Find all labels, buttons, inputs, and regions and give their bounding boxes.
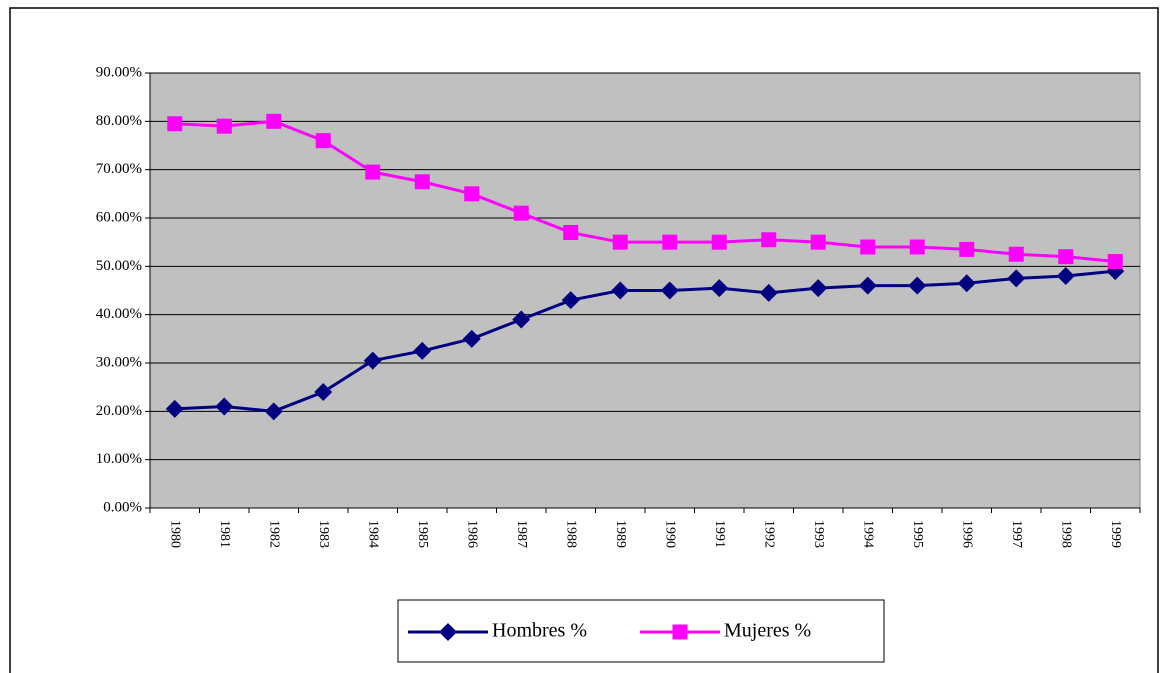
x-tick-label: 1993 — [811, 520, 826, 548]
data-point — [264, 402, 283, 421]
data-point — [909, 239, 925, 255]
data-point — [1058, 249, 1074, 265]
data-point — [365, 164, 381, 180]
x-tick-label: 1998 — [1059, 520, 1074, 548]
x-tick-label: 1996 — [960, 520, 975, 548]
data-point — [215, 397, 234, 416]
y-tick-label: 80.00% — [96, 113, 142, 129]
data-point — [1107, 254, 1123, 269]
data-point — [315, 133, 331, 149]
data-point — [513, 205, 529, 221]
data-point — [810, 234, 826, 250]
x-tick-label: 1984 — [366, 520, 381, 548]
x-tick-label: 1990 — [663, 520, 678, 548]
x-tick-label: 1995 — [910, 520, 925, 548]
data-point — [563, 225, 579, 240]
y-tick-label: 40.00% — [96, 306, 142, 322]
data-point — [1056, 267, 1075, 285]
x-tick-label: 1981 — [217, 520, 232, 548]
data-point — [612, 234, 628, 250]
data-point — [512, 310, 531, 329]
legend-marker — [439, 623, 457, 641]
data-point — [1008, 246, 1024, 262]
y-tick-label: 0.00% — [103, 499, 142, 515]
data-point — [957, 274, 976, 293]
data-point — [759, 283, 778, 302]
data-point — [858, 276, 877, 295]
y-tick-label: 10.00% — [96, 451, 142, 467]
frame — [9, 7, 1159, 673]
data-point — [561, 291, 580, 310]
x-tick-label: 1994 — [861, 520, 876, 548]
x-tick-label: 1987 — [514, 520, 529, 548]
x-tick-label: 1988 — [564, 520, 579, 548]
data-point — [462, 329, 481, 348]
data-point — [809, 279, 828, 298]
data-point — [860, 239, 876, 255]
data-point — [959, 241, 975, 257]
x-tick-label: 1992 — [762, 520, 777, 548]
legend-label: Mujeres % — [724, 620, 811, 642]
x-tick-label: 1997 — [1009, 520, 1024, 548]
x-tick-label: 1980 — [168, 520, 183, 548]
x-tick-label: 1985 — [415, 520, 430, 548]
legend-marker — [672, 624, 688, 640]
data-point — [414, 174, 430, 190]
data-point — [216, 118, 232, 134]
y-tick-label: 90.00% — [96, 64, 142, 80]
y-tick-label: 50.00% — [96, 258, 142, 274]
y-tick-label: 60.00% — [96, 209, 142, 225]
data-point — [710, 279, 729, 298]
x-tick-label: 1986 — [465, 520, 480, 548]
series-line — [174, 119, 1116, 263]
data-point — [908, 276, 927, 295]
data-point — [413, 341, 432, 360]
data-point — [266, 113, 282, 129]
x-tick-label: 1989 — [613, 520, 628, 548]
data-point — [314, 383, 333, 401]
x-tick-label: 1991 — [712, 520, 727, 548]
data-point — [761, 232, 777, 248]
y-tick-label: 70.00% — [96, 161, 142, 177]
legend-label: Hombres % — [492, 620, 587, 642]
data-point — [464, 186, 480, 202]
data-point — [363, 351, 382, 370]
data-point — [662, 234, 678, 250]
data-point — [165, 399, 184, 418]
data-point — [1007, 269, 1026, 288]
data-point — [660, 281, 679, 300]
data-point — [167, 116, 183, 132]
x-tick-label: 1982 — [267, 520, 282, 548]
data-point — [611, 281, 630, 300]
data-point — [711, 234, 727, 250]
y-tick-label: 30.00% — [96, 354, 142, 370]
x-tick-label: 1983 — [316, 520, 331, 548]
y-tick-label: 20.00% — [96, 403, 142, 419]
x-tick-label: 1999 — [1108, 520, 1123, 548]
